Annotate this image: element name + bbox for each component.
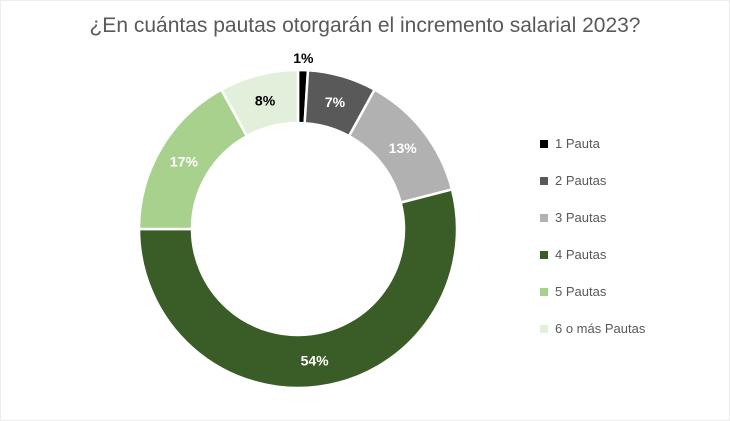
legend-item-4-pautas: 4 Pautas <box>540 247 645 262</box>
legend-swatch <box>540 139 548 148</box>
slice-data-label-3: 13% <box>389 140 418 156</box>
legend-item-5-pautas: 5 Pautas <box>540 284 645 299</box>
slice-data-label-6: 8% <box>255 93 276 109</box>
legend-swatch <box>540 213 548 222</box>
legend-item-2-pautas: 2 Pautas <box>540 173 645 188</box>
legend-label: 2 Pautas <box>555 173 607 188</box>
legend-label: 5 Pautas <box>555 284 607 299</box>
legend-item-1-pauta: 1 Pauta <box>540 136 645 151</box>
legend-swatch <box>540 287 548 296</box>
slice-data-label-1: 1% <box>293 50 314 66</box>
legend-swatch <box>540 176 548 185</box>
chart-title: ¿En cuántas pautas otorgarán el incremen… <box>89 14 641 37</box>
legend-swatch <box>540 250 548 259</box>
legend-swatch <box>540 324 548 333</box>
legend-label: 3 Pautas <box>555 210 607 225</box>
legend-item-3-pautas: 3 Pautas <box>540 210 645 225</box>
slice-data-label-5: 17% <box>170 154 199 170</box>
donut-slice-6 <box>220 68 300 138</box>
legend-item-6-o-mas-pautas: 6 o más Pautas <box>540 321 646 336</box>
legend: 1 Pauta 2 Pautas 3 Pautas 4 Pautas 5 Pau… <box>540 136 646 336</box>
legend-label: 1 Pauta <box>555 136 600 151</box>
legend-label: 6 o más Pautas <box>555 321 646 336</box>
legend-label: 4 Pautas <box>555 247 607 262</box>
slice-data-label-2: 7% <box>325 94 346 110</box>
slice-data-label-4: 54% <box>301 352 330 368</box>
donut-slice-4 <box>137 188 459 390</box>
